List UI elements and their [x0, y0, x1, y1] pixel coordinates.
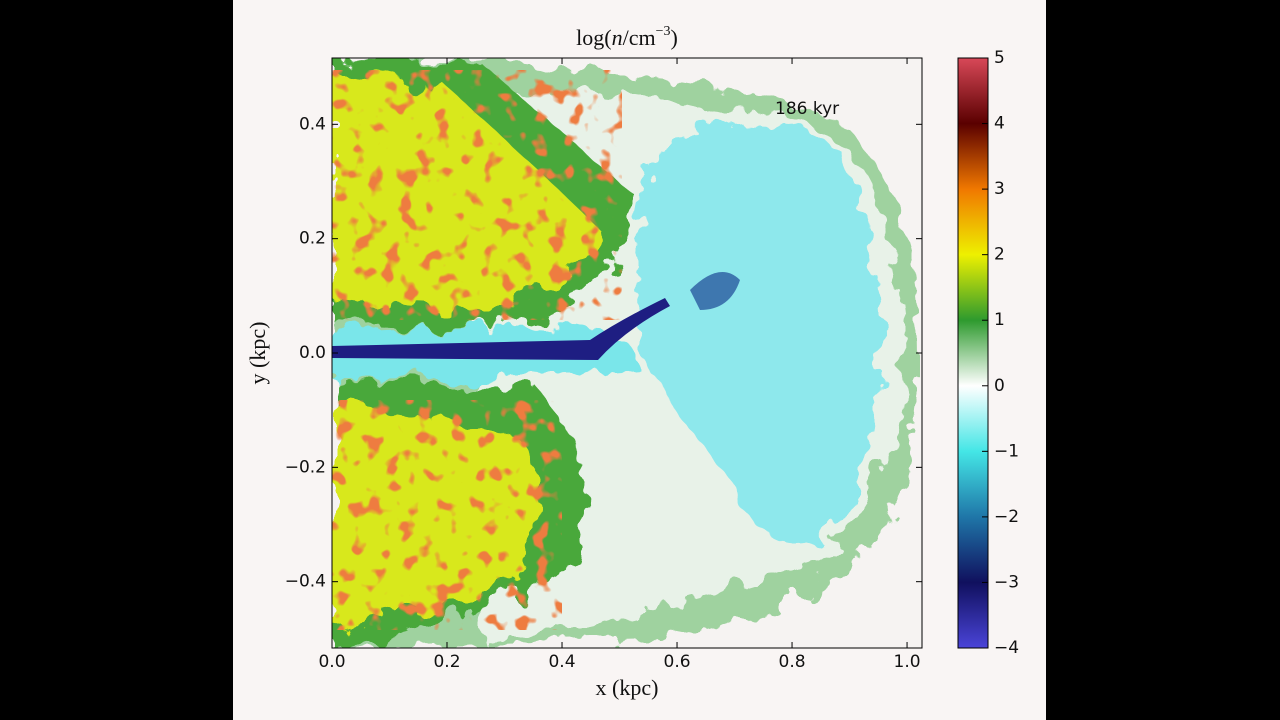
time-annotation: 186 kyr	[775, 99, 839, 119]
x-axis-label: x (kpc)	[596, 675, 659, 700]
x-tick-label: 0.8	[779, 652, 806, 672]
y-tick-label: 0.4	[299, 114, 326, 134]
x-tick-label: 0.0	[318, 652, 345, 672]
y-tick-label: −0.4	[285, 572, 326, 592]
y-tick-label: 0.2	[299, 229, 326, 249]
colorbar-tick-label: 2	[994, 245, 1005, 265]
colorbar-tick-label: 1	[994, 310, 1005, 330]
x-tick-label: 0.6	[664, 652, 691, 672]
y-axis-label: y (kpc)	[245, 322, 270, 385]
colorbar-tick-label: −4	[994, 638, 1019, 658]
chart-title: log(n/cm−3)	[576, 24, 678, 50]
colorbar-tick-label: 3	[994, 179, 1005, 199]
colorbar-tick-label: 4	[994, 114, 1005, 134]
colorbar-tick-label: −3	[994, 572, 1019, 592]
colorbar	[957, 57, 989, 649]
y-tick-label: 0.0	[299, 343, 326, 363]
x-tick-label: 1.0	[894, 652, 921, 672]
density-field	[332, 58, 922, 648]
x-tick-label: 0.2	[433, 652, 460, 672]
colorbar-tick-label: 5	[994, 48, 1005, 68]
colorbar-tick-label: 0	[994, 376, 1005, 396]
y-tick-label: −0.2	[285, 457, 326, 477]
colorbar-tick-label: −2	[994, 507, 1019, 527]
x-tick-label: 0.4	[548, 652, 575, 672]
colorbar-tick-label: −1	[994, 441, 1019, 461]
